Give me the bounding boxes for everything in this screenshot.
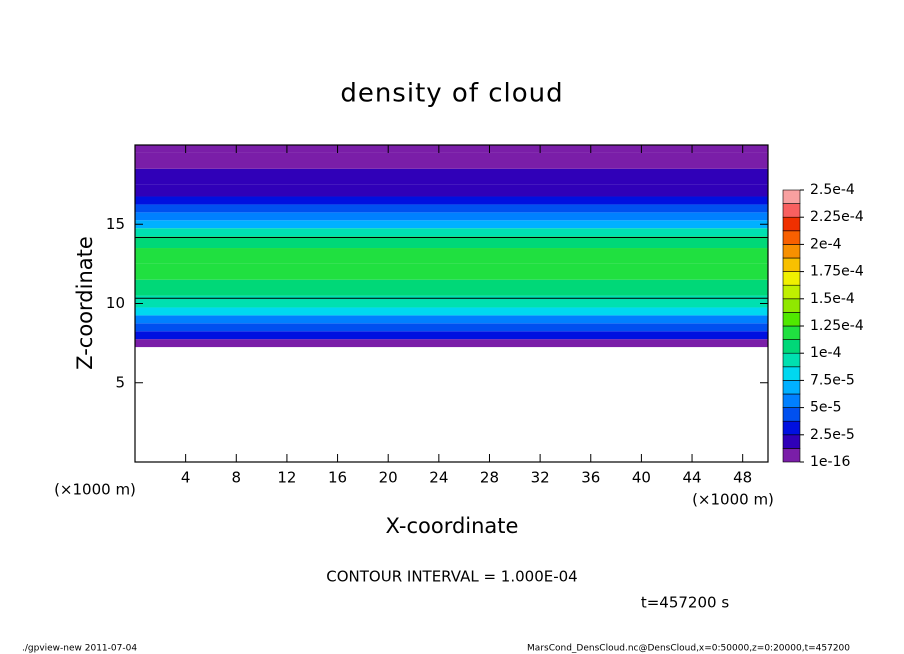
colorbar-box xyxy=(782,284,801,300)
density-band xyxy=(135,220,768,229)
colorbar-label: 2.25e-4 xyxy=(810,209,864,225)
chart-title: density of cloud xyxy=(340,79,563,109)
colorbar-box xyxy=(782,393,801,408)
density-band xyxy=(135,196,768,205)
density-band xyxy=(135,307,768,316)
x-tick-label: 20 xyxy=(379,469,398,487)
time-label: t=457200 s xyxy=(641,594,729,612)
density-band xyxy=(135,331,768,340)
colorbar-box xyxy=(782,216,801,232)
colorbar-box xyxy=(782,434,801,449)
y-axis-label: Z-coordinate xyxy=(73,236,97,370)
colorbar-box xyxy=(782,203,801,218)
density-band xyxy=(135,339,768,348)
density-band xyxy=(135,204,768,213)
footer-right: MarsCond_DensCloud.nc@DensCloud,x=0:5000… xyxy=(527,644,850,654)
x-tick-label: 24 xyxy=(429,469,448,487)
x-tick-label: 44 xyxy=(682,469,701,487)
colorbar-label: 1.25e-4 xyxy=(810,318,864,334)
x-tick-label: 16 xyxy=(328,469,347,487)
colorbar-box xyxy=(782,312,801,327)
x-tick-label: 28 xyxy=(480,469,499,487)
x-tick-label: 40 xyxy=(632,469,651,487)
colorbar-box xyxy=(782,230,801,245)
density-band xyxy=(135,184,768,197)
colorbar-label: 1e-4 xyxy=(810,345,842,361)
x-tick-label: 4 xyxy=(181,469,191,487)
x-tick-label: 48 xyxy=(733,469,752,487)
colorbar-box xyxy=(782,352,801,368)
density-band xyxy=(135,248,768,264)
density-band xyxy=(135,236,768,249)
colorbar-box xyxy=(782,257,801,272)
colorbar-label: 2e-4 xyxy=(810,236,842,252)
colorbar-box xyxy=(782,339,801,354)
colorbar-box xyxy=(782,407,801,422)
y-tick-label: 5 xyxy=(115,373,125,391)
x-tick-label: 8 xyxy=(232,469,242,487)
colorbar-box xyxy=(782,271,801,286)
x-axis-label: X-coordinate xyxy=(386,514,519,538)
colorbar-label: 5e-5 xyxy=(810,400,841,416)
density-band xyxy=(135,228,768,237)
colorbar-label: 7.5e-5 xyxy=(810,372,855,388)
colorbar-box xyxy=(782,298,801,313)
colorbar-label: 2.5e-4 xyxy=(810,182,855,198)
colorbar-box xyxy=(782,448,801,463)
field xyxy=(135,145,768,348)
colorbar-label: 1.75e-4 xyxy=(810,264,864,280)
footer-left: ./gpview-new 2011-07-04 xyxy=(22,644,137,654)
colorbar-box xyxy=(782,380,801,395)
colorbar-box xyxy=(782,244,801,259)
colorbar-label: 1.5e-4 xyxy=(810,291,855,307)
contour-interval: CONTOUR INTERVAL = 1.000E-04 xyxy=(326,568,577,586)
y-tick-label: 15 xyxy=(106,215,125,233)
x-tick-label: 12 xyxy=(277,469,296,487)
colorbar-label: 1e-16 xyxy=(810,454,850,470)
colorbar-label: 2.5e-5 xyxy=(810,427,855,443)
density-band xyxy=(135,145,768,153)
x-tick-label: 36 xyxy=(581,469,600,487)
density-band xyxy=(135,279,768,296)
colorbar-box xyxy=(782,420,801,436)
density-band xyxy=(135,295,768,308)
density-band xyxy=(135,315,768,324)
density-band xyxy=(135,168,768,185)
y-unit: (×1000 m) xyxy=(54,481,136,499)
colorbar-box xyxy=(782,366,801,381)
x-tick-label: 32 xyxy=(531,469,550,487)
density-band xyxy=(135,323,768,332)
density-band xyxy=(135,212,768,221)
y-tick-label: 10 xyxy=(106,294,125,312)
density-band xyxy=(135,263,768,280)
colorbar-box xyxy=(782,325,801,340)
colorbar-box xyxy=(782,189,801,204)
density-band xyxy=(135,152,768,169)
x-unit: (×1000 m) xyxy=(692,491,774,509)
